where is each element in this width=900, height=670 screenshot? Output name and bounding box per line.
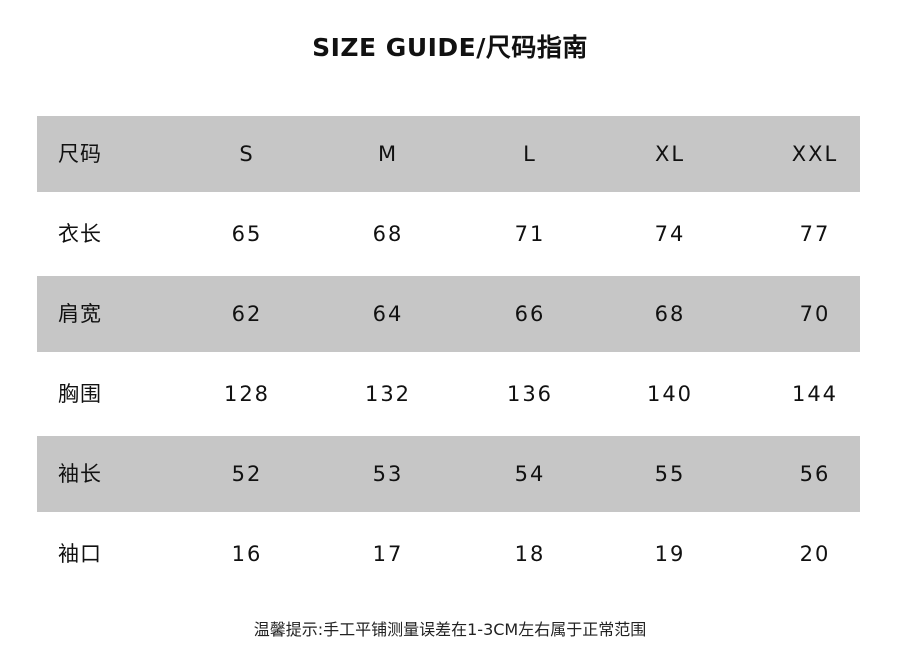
table-row: 衣长 65 68 71 74 77 (37, 194, 860, 274)
table-cell: 52 (231, 462, 263, 486)
table-cell: 18 (514, 542, 546, 566)
table-cell: 68 (372, 222, 404, 246)
row-background (37, 436, 860, 512)
table-cell: 66 (514, 302, 546, 326)
table-cell: 128 (223, 382, 271, 406)
measurement-note: 温馨提示:手工平铺测量误差在1-3CM左右属于正常范围 (253, 620, 647, 639)
table-cell: 53 (372, 462, 404, 486)
header-size: L (523, 142, 537, 166)
table-cell: 54 (514, 462, 546, 486)
table-cell: 20 (799, 542, 831, 566)
row-label: 胸围 (58, 382, 102, 406)
header-size: XL (654, 142, 686, 166)
table-cell: 144 (791, 382, 839, 406)
header-label: 尺码 (58, 142, 102, 166)
table-cell: 55 (654, 462, 686, 486)
table-cell: 140 (646, 382, 694, 406)
table-row: 胸围 128 132 136 140 144 (37, 354, 860, 434)
table-cell: 71 (514, 222, 546, 246)
table-cell: 62 (231, 302, 263, 326)
row-background (37, 116, 860, 192)
row-label: 袖口 (58, 542, 102, 566)
table-row: 袖口 16 17 18 19 20 (37, 514, 860, 594)
row-label: 肩宽 (58, 302, 102, 326)
header-size: M (377, 142, 399, 166)
table-cell: 68 (654, 302, 686, 326)
table-cell: 17 (372, 542, 404, 566)
table-row: 肩宽 62 64 66 68 70 (37, 274, 860, 354)
table-cell: 74 (654, 222, 686, 246)
header-size: XXL (791, 142, 839, 166)
row-label: 袖长 (58, 462, 102, 486)
table-cell: 56 (799, 462, 831, 486)
table-cell: 64 (372, 302, 404, 326)
table-header-row: 尺码 S M L XL XXL (37, 114, 860, 194)
table-cell: 65 (231, 222, 263, 246)
header-size: S (239, 142, 255, 166)
page-title: SIZE GUIDE/尺码指南 (312, 33, 588, 62)
table-cell: 132 (364, 382, 412, 406)
table-cell: 70 (799, 302, 831, 326)
table-cell: 136 (506, 382, 554, 406)
table-cell: 16 (231, 542, 263, 566)
table-row: 袖长 52 53 54 55 56 (37, 434, 860, 514)
row-background (37, 276, 860, 352)
table-cell: 77 (799, 222, 831, 246)
row-label: 衣长 (58, 222, 102, 246)
table-cell: 19 (654, 542, 686, 566)
